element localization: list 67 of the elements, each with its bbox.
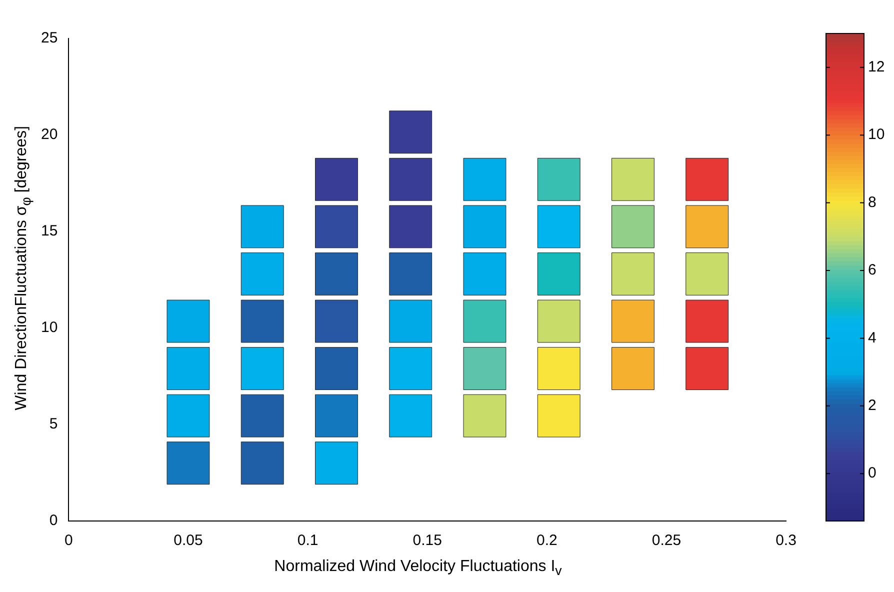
point: [315, 205, 358, 248]
point: [389, 158, 432, 201]
point: [463, 205, 506, 248]
y-tick-label: 20: [40, 126, 58, 144]
point: [240, 442, 284, 485]
color-bar-label: 12: [868, 58, 885, 76]
y-tick-label: 15: [40, 222, 58, 240]
point: [389, 394, 432, 438]
point: [240, 347, 284, 390]
x-tick-label: 0: [64, 532, 73, 550]
point: [240, 300, 284, 343]
color-bar-label: 10: [868, 126, 885, 144]
point: [389, 300, 432, 343]
point: [537, 347, 580, 390]
x-tick-label: 0.25: [652, 532, 682, 550]
point: [315, 394, 358, 438]
point: [463, 300, 506, 343]
color-bar-label: 6: [868, 262, 876, 279]
y-tick-label: 10: [40, 319, 58, 336]
color-bar-label: 4: [868, 329, 876, 346]
color-bar-label: 8: [868, 194, 876, 211]
x-tick-label: 0.2: [536, 532, 558, 550]
point: [315, 252, 358, 296]
point: [612, 252, 654, 296]
point: [686, 252, 729, 296]
x-tick-label: 0.15: [412, 532, 442, 550]
point: [463, 394, 506, 438]
point: [537, 394, 580, 438]
point: [686, 205, 729, 248]
point: [463, 252, 506, 296]
point: [166, 300, 210, 343]
point: [389, 110, 432, 154]
point: [537, 300, 580, 343]
x-tick-label: 0.05: [174, 532, 203, 550]
point: [612, 158, 654, 201]
point: [240, 252, 284, 296]
x-tick-label: 0.3: [776, 532, 796, 550]
y-tick-label: 5: [49, 416, 58, 433]
point: [315, 347, 358, 390]
y-tick-label: 25: [40, 30, 58, 47]
point: [166, 442, 210, 485]
point: [315, 158, 358, 201]
point: [537, 252, 580, 296]
color-bar-label: 2: [868, 397, 876, 414]
point: [389, 347, 432, 390]
point: [686, 347, 729, 390]
x-tick-label: 0.1: [297, 532, 318, 550]
point: [389, 252, 432, 296]
point: [315, 442, 358, 485]
point: [240, 394, 284, 438]
point: [686, 300, 729, 343]
point: [463, 347, 506, 390]
point: [537, 205, 580, 248]
point: [166, 394, 210, 438]
point: [240, 205, 284, 248]
color-bar-label: 0: [868, 464, 876, 482]
point: [612, 205, 654, 248]
point: [463, 158, 506, 201]
x-axis-title: Normalized Wind Velocity Fluctuations I$_{v}$: [273, 558, 563, 578]
point: [537, 158, 580, 201]
point: [315, 300, 358, 343]
point: [686, 158, 729, 201]
point: [389, 205, 432, 248]
point: [612, 347, 654, 390]
y-tick-label: 0: [49, 512, 58, 530]
point: [612, 300, 654, 343]
point: [166, 347, 210, 390]
